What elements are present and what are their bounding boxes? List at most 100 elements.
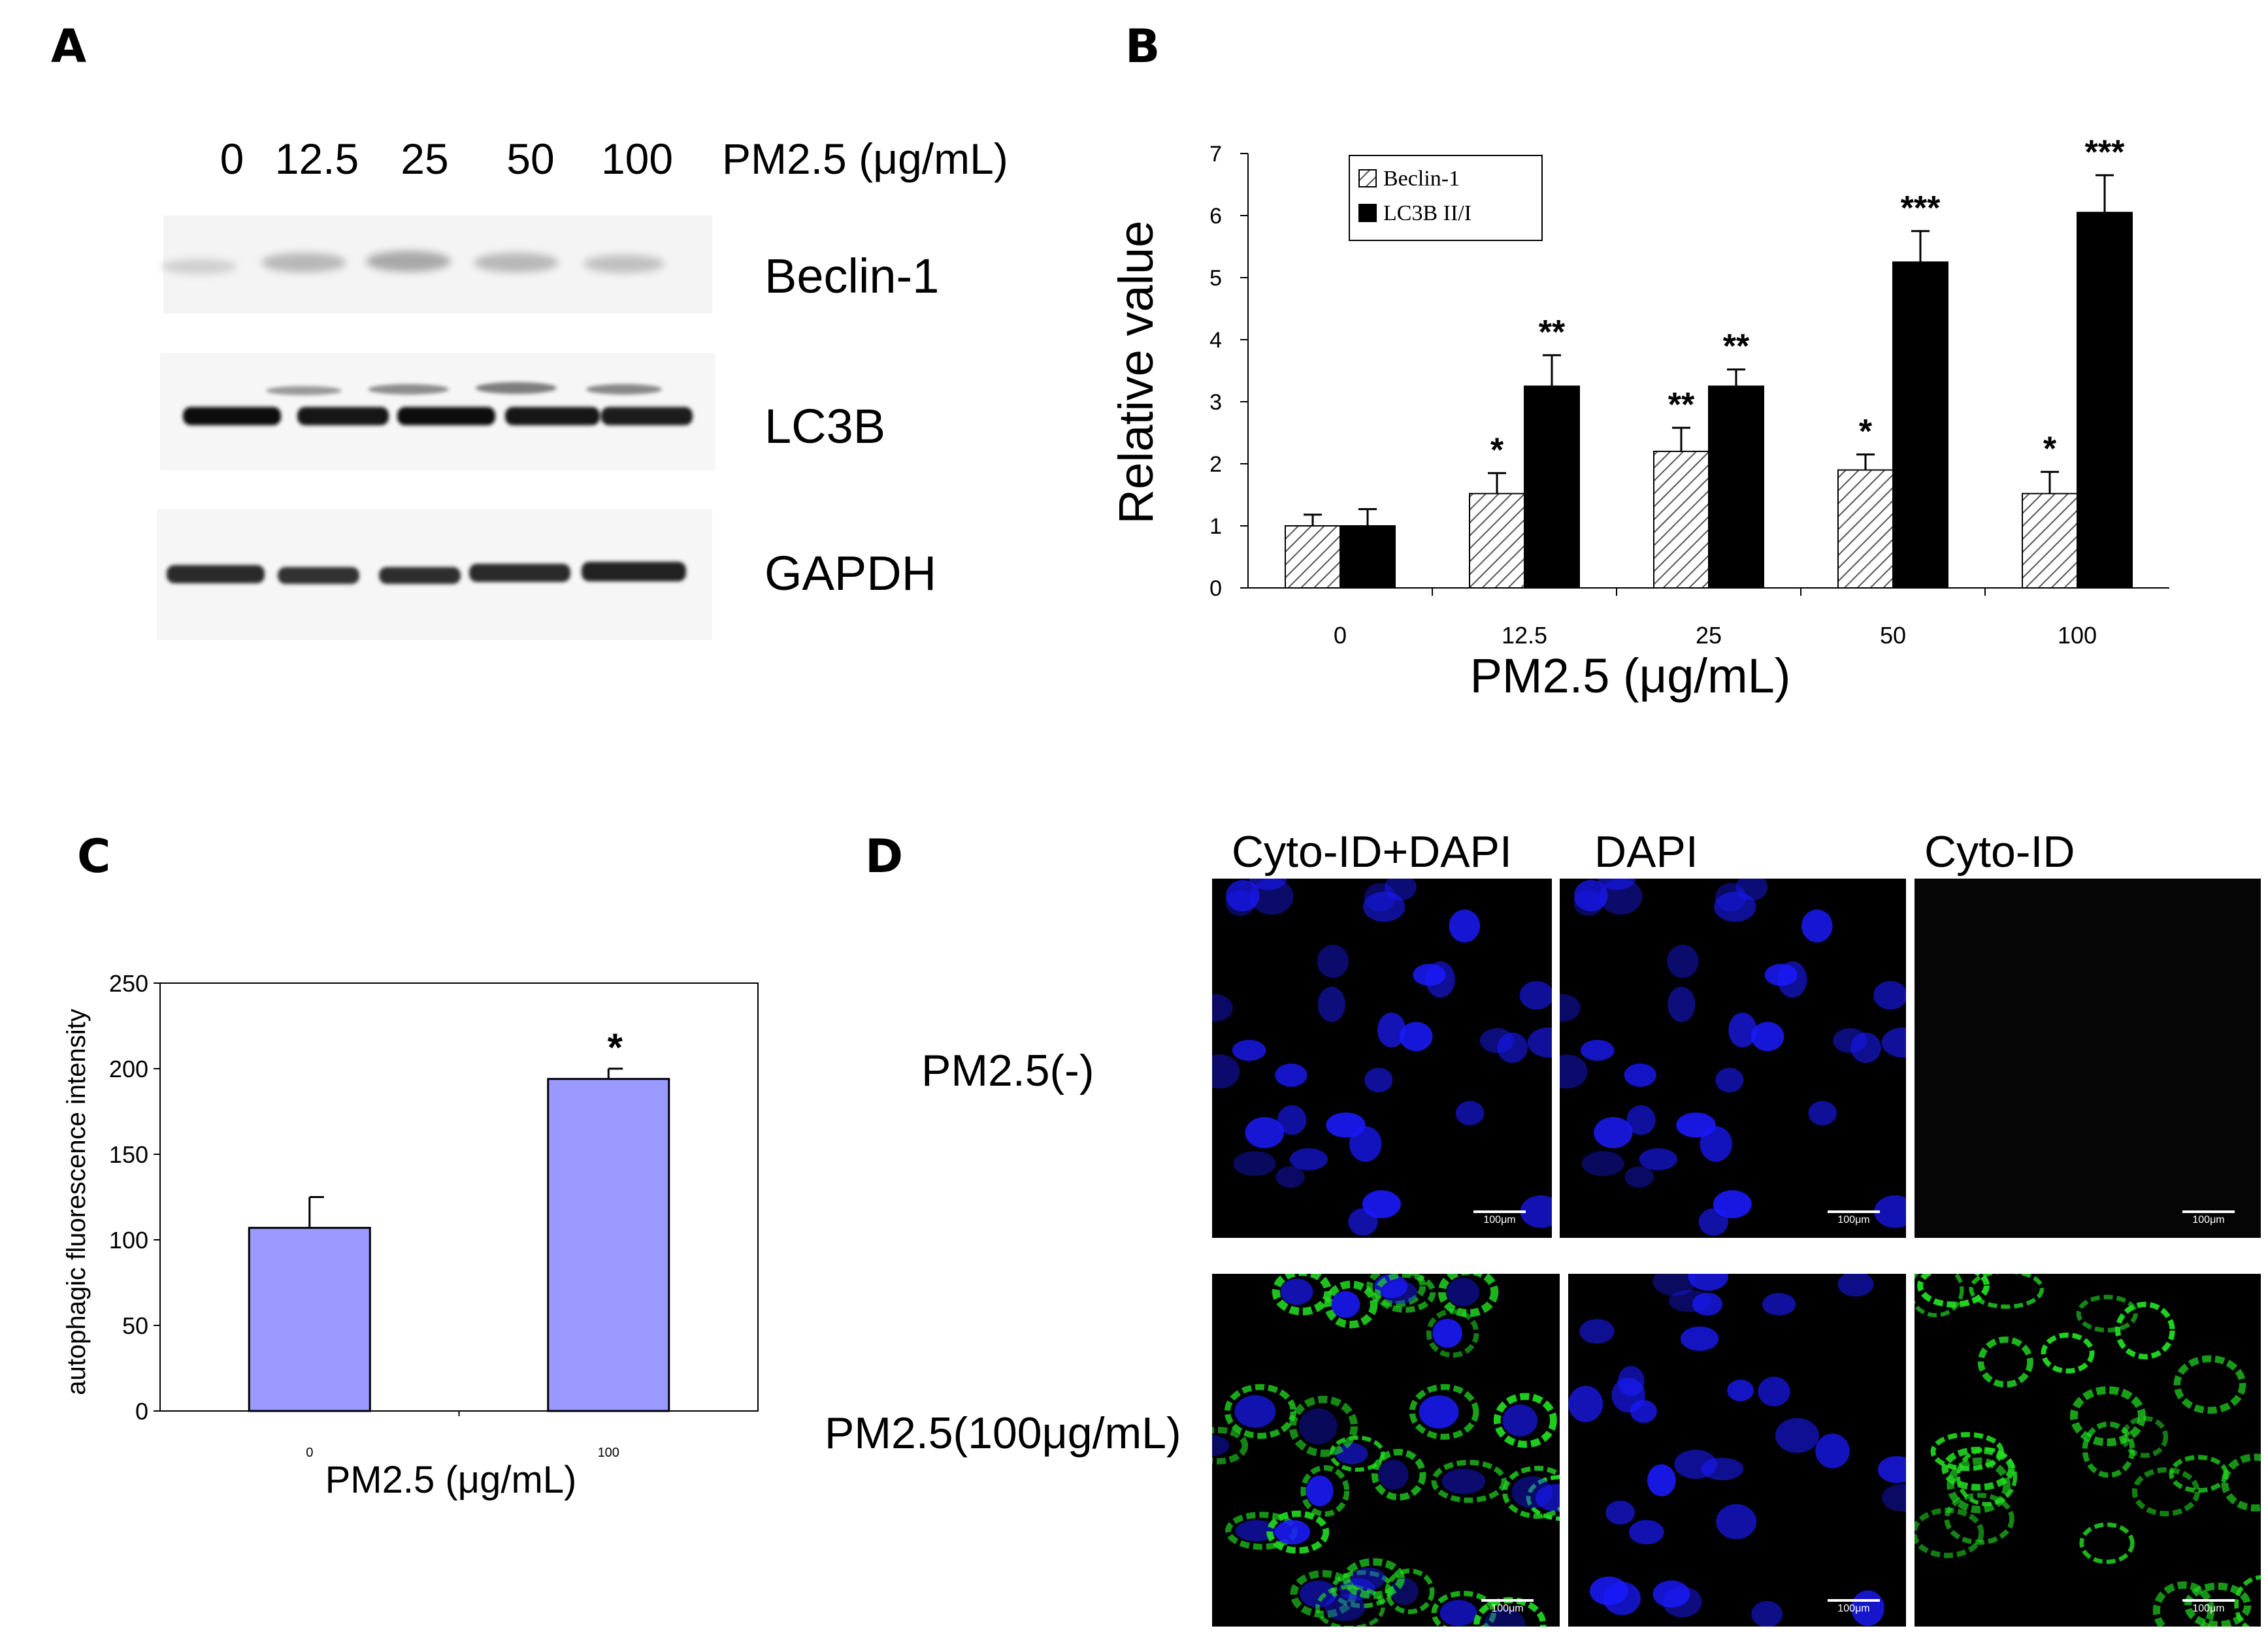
micro-image-control-cyto-id: 100μm: [1915, 879, 2261, 1238]
micro-image-pm25-merge: 100μm: [1212, 1274, 1560, 1627]
nucleus: [1837, 1274, 1874, 1297]
bar-beclin-1: [1469, 493, 1525, 589]
significance-marker: **: [1668, 386, 1695, 424]
autophagy-signal: [2121, 1416, 2169, 1458]
lane-label-12-5: 12.5: [274, 135, 359, 183]
nucleus: [1881, 1027, 1906, 1058]
autophagy-signal: [1431, 1459, 1507, 1503]
nucleus: [1598, 879, 1635, 890]
x-tick-label: 50: [1880, 622, 1906, 649]
nucleus: [1351, 1567, 1386, 1590]
nucleus: [1349, 1126, 1382, 1162]
nucleus: [1234, 1395, 1276, 1428]
nucleus: [1399, 1022, 1433, 1052]
x-tick-label: 25: [1696, 622, 1722, 649]
y-tick-label: 6: [1209, 204, 1222, 229]
blot-treatment-label: PM2.5 (μg/mL): [722, 135, 1008, 183]
autophagy-signal: [1915, 1507, 1984, 1559]
nucleus: [1624, 1166, 1654, 1188]
nucleus: [1574, 880, 1608, 912]
nucleus: [1378, 1459, 1409, 1490]
nucleus: [1626, 1105, 1656, 1135]
chart-b-legend: Beclin-1 LC3B II/I: [1349, 155, 1543, 241]
nucleus: [1775, 1418, 1820, 1453]
x-tick-label: 0: [306, 1446, 313, 1460]
nucleus: [1628, 1519, 1664, 1545]
nucleus: [1455, 1101, 1485, 1126]
nucleus: [1300, 1580, 1337, 1608]
micro-image-content: [1212, 879, 1552, 1236]
blot-label-lc3b: LC3B: [764, 399, 886, 453]
micro-col-label-merge: Cyto-ID+DAPI: [1232, 827, 1512, 877]
autophagy-signal: [1409, 1384, 1479, 1440]
nucleus: [1764, 964, 1798, 986]
nucleus: [1449, 909, 1481, 943]
x-tick-label: 0: [1334, 622, 1347, 649]
nucleus: [1277, 1105, 1307, 1135]
nucleus: [1245, 1116, 1285, 1148]
legend-label-lc3b: LC3B II/I: [1383, 201, 1471, 225]
autophagy-signal: [1526, 1474, 1560, 1521]
significance-marker: ***: [1901, 189, 1941, 227]
bar-lc3b: [1708, 385, 1764, 589]
chart-c-fluorescence: 0 50 100 150 200 250 0 100 * autophagic fluores…: [62, 970, 759, 1501]
nucleus: [1801, 909, 1833, 943]
autophagy-signal: [1272, 1274, 1332, 1316]
nucleus: [1519, 981, 1552, 1010]
nucleus: [1692, 1292, 1722, 1316]
nucleus: [1483, 1608, 1526, 1627]
panel-letter-a: A: [51, 20, 87, 73]
nucleus: [1233, 1151, 1276, 1176]
nucleus: [1336, 1443, 1368, 1465]
nucleus: [1630, 1400, 1657, 1423]
autophagy-signal: [1426, 1308, 1479, 1358]
nucleus: [1317, 945, 1349, 979]
nucleus: [1873, 981, 1906, 1010]
autophagy-signal: [1956, 1447, 2018, 1506]
nucleus: [1647, 1464, 1676, 1497]
autophagy-signal: [1224, 1384, 1296, 1439]
nucleus: [1364, 1067, 1393, 1093]
autophagy-signal: [1374, 1274, 1436, 1313]
nucleus: [1560, 994, 1581, 1022]
autophagy-signal: [2173, 1355, 2246, 1414]
autophagy-signal: [1947, 1457, 2011, 1514]
nucleus: [1212, 1054, 1240, 1089]
micro-row-label-pm25: PM2.5(100μg/mL): [825, 1408, 1181, 1458]
nucleus: [1882, 1483, 1906, 1512]
nucleus: [1377, 1013, 1406, 1048]
nucleus: [1275, 1166, 1305, 1188]
nucleus: [1520, 1195, 1552, 1228]
nucleus: [1580, 1039, 1615, 1062]
significance-marker: **: [1539, 314, 1566, 351]
nucleus: [1275, 1519, 1311, 1545]
scale-bar: 100μm: [2182, 1210, 2235, 1226]
nucleus: [1735, 879, 1768, 901]
chart-b-xlabel: PM2.5 (μg/mL): [1470, 649, 1791, 703]
nucleus: [1317, 986, 1345, 1022]
significance-marker: *: [2043, 430, 2057, 468]
nucleus: [1479, 1028, 1515, 1054]
nucleus: [1833, 1028, 1867, 1054]
autophagy-signal: [2221, 1453, 2261, 1512]
nucleus: [1728, 1013, 1757, 1048]
y-tick-label: 2: [1209, 452, 1222, 477]
bar-lc3b: [1524, 385, 1580, 589]
autophagy-signal: [1502, 1465, 1560, 1519]
nucleus: [1212, 994, 1233, 1022]
nucleus: [1715, 883, 1747, 912]
nucleus: [1289, 1148, 1328, 1171]
nucleus: [1713, 1190, 1752, 1219]
autophagy-signal: [2082, 1421, 2135, 1478]
nucleus: [1808, 1101, 1837, 1126]
lane-label-0: 0: [220, 135, 244, 183]
nucleus: [1364, 883, 1396, 912]
beclin-1-bands: [161, 251, 665, 274]
significance-marker: *: [1859, 413, 1873, 451]
panel-letter-b: B: [1125, 20, 1160, 73]
panel-letter-c: C: [77, 830, 111, 883]
y-tick-label: 5: [1209, 266, 1222, 291]
nucleus: [1667, 945, 1699, 979]
nucleus: [1527, 1027, 1552, 1058]
